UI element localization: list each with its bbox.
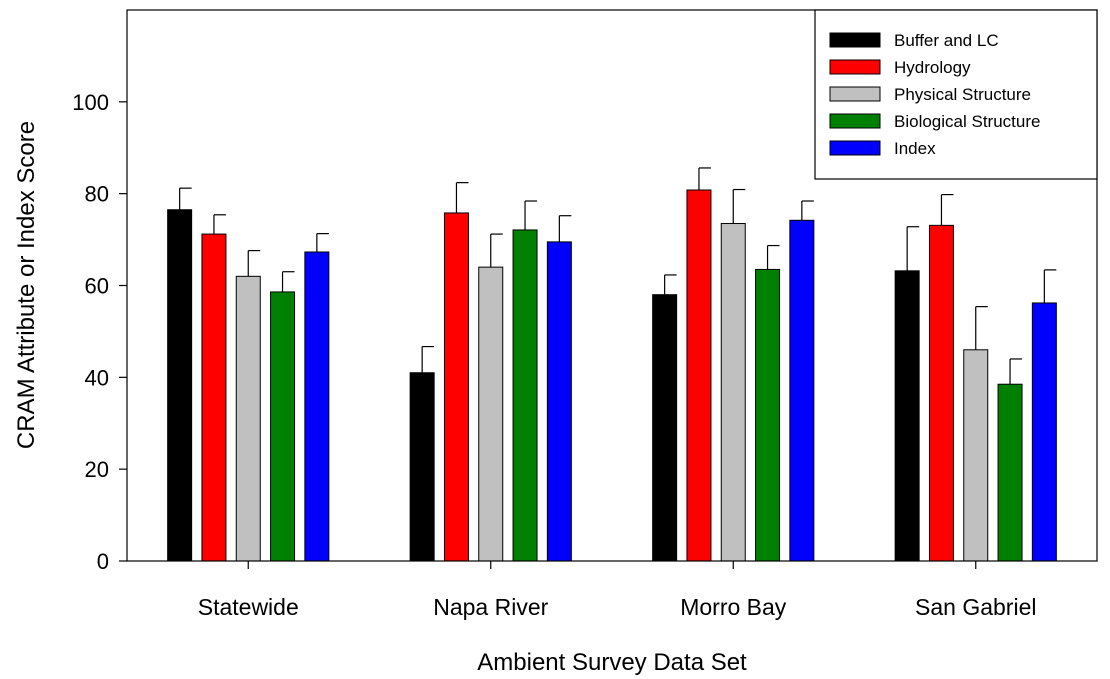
x-tick-label: Morro Bay — [680, 594, 787, 620]
y-axis-title: CRAM Attribute or Index Score — [13, 121, 40, 449]
bar — [167, 209, 193, 562]
bar — [512, 229, 538, 562]
error-bars-layer — [179, 167, 1057, 385]
y-tick-label: 60 — [85, 274, 109, 299]
legend-label: Hydrology — [894, 58, 971, 77]
bars-layer — [167, 189, 1057, 562]
bar — [1031, 302, 1057, 562]
bar — [963, 349, 989, 562]
bar — [652, 294, 678, 562]
y-tick-label: 20 — [85, 457, 109, 482]
bar — [443, 212, 469, 562]
legend-label: Index — [894, 139, 936, 158]
bar — [894, 270, 920, 562]
bar — [997, 383, 1023, 562]
bar — [304, 251, 330, 562]
bar — [686, 189, 712, 562]
bar — [235, 275, 261, 562]
legend-label: Physical Structure — [894, 85, 1031, 104]
legend-swatch — [829, 140, 881, 156]
legend-swatch — [829, 59, 881, 75]
x-axis-title: Ambient Survey Data Set — [477, 649, 747, 676]
legend-swatch — [829, 86, 881, 102]
bar — [546, 241, 572, 562]
bar — [409, 372, 435, 562]
y-tick-label: 40 — [85, 365, 109, 390]
x-tick-label: San Gabriel — [915, 594, 1036, 620]
legend-swatch — [829, 113, 881, 129]
bar — [478, 266, 504, 562]
legend-label: Buffer and LC — [894, 31, 999, 50]
y-axis: 0 20 40 60 80 100 — [72, 90, 127, 574]
bar — [270, 291, 296, 562]
x-tick-label: Napa River — [433, 594, 548, 620]
bar — [720, 223, 746, 562]
bar — [201, 233, 227, 562]
legend-label: Biological Structure — [894, 112, 1040, 131]
bar — [789, 219, 815, 562]
bar — [928, 224, 954, 562]
y-tick-label: 80 — [85, 182, 109, 207]
legend-swatch — [829, 32, 881, 48]
bar — [755, 268, 781, 562]
x-tick-label: Statewide — [198, 594, 299, 620]
y-tick-label: 100 — [72, 90, 109, 115]
legend: Buffer and LC Hydrology Physical Structure… — [814, 9, 1098, 180]
x-axis: Statewide Napa River Morro Bay San Gabriel — [198, 561, 1036, 620]
y-tick-label: 0 — [97, 549, 109, 574]
